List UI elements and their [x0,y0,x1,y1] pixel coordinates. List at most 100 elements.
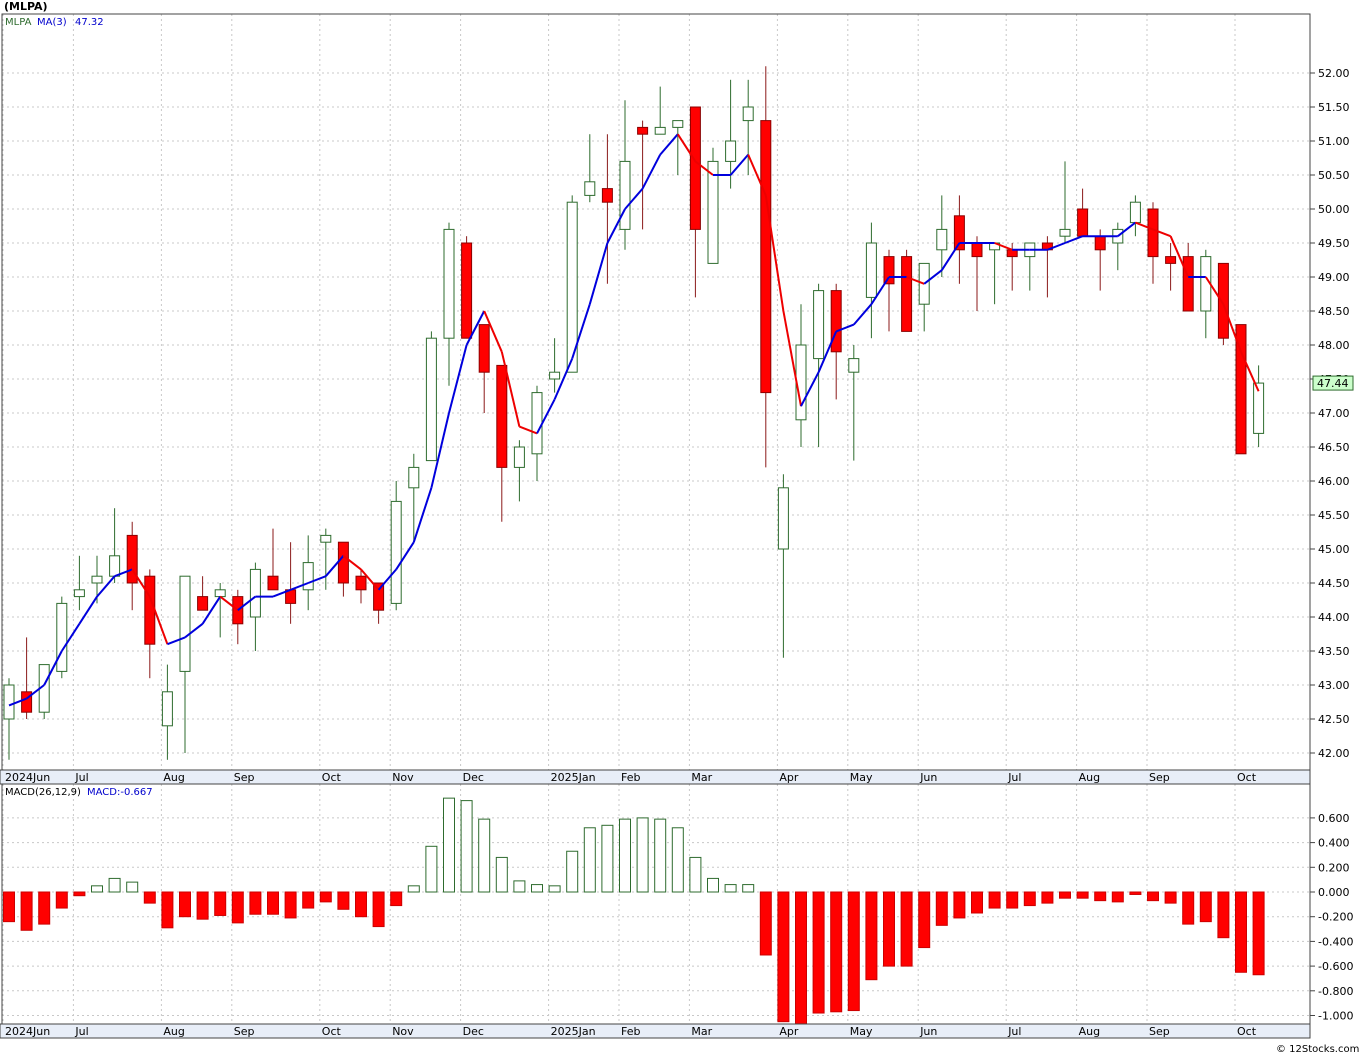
macd-bar [1217,891,1230,939]
macd-bar [935,891,948,926]
macd-bar [742,884,755,893]
macd-bar [1111,891,1124,903]
macd-bar [548,885,561,893]
ma3-line-segment [325,555,345,577]
macd-bar [126,881,139,893]
candle-body [91,575,103,584]
macd-bar [759,891,772,956]
macd-bar [1252,891,1265,976]
macd-bar [988,891,1001,909]
ma3-line-segment [219,595,239,611]
ma3-line-segment [1047,242,1066,251]
ma3-line-segment [659,133,679,156]
candle-body [443,228,455,339]
macd-bar [1147,891,1159,902]
macd-bar [179,891,191,918]
macd-bar [865,891,878,981]
x-axis-label-bottom: Sep [234,1025,255,1038]
x-axis-label-bottom: Mar [691,1025,712,1038]
ma3-line-segment [676,133,697,162]
ma3-line-segment [1222,303,1242,353]
candle-body [1235,324,1247,455]
x-axis-label: Sep [234,771,255,784]
macd-tick-label: -0.800 [1318,985,1353,998]
macd-bar [38,891,51,925]
price-tick-label: 43.00 [1318,679,1350,692]
macd-bar [390,891,403,907]
ma3-line-segment [641,154,662,190]
macd-bar [55,891,68,909]
candle-body [725,140,737,162]
macd-bar [143,891,156,904]
candle-body [971,242,983,258]
x-axis-label: Apr [779,771,799,784]
macd-bar [20,891,33,931]
macd-bar [267,891,279,915]
ma3-line-segment [800,371,820,407]
macd-bar [337,891,350,910]
ma3-line-segment [114,568,133,578]
candle-body [144,575,156,645]
candle-body [73,589,85,598]
candle-body [531,392,543,455]
macd-bar [953,891,966,919]
x-axis-label: May [850,771,873,784]
ma3-line-segment [994,242,1013,251]
candle-body [425,337,437,462]
candle-body [478,324,490,373]
ma3-line-segment [1240,351,1260,392]
macd-legend-label: MACD(26,12,9) [5,787,81,798]
watermark: © 12Stocks.com [1276,1044,1359,1055]
x-axis-label-bottom: May [850,1025,873,1038]
ma3-line-segment [764,195,785,312]
candle-body [936,228,948,251]
macd-bar [812,891,825,1014]
ma3-line-segment [694,160,714,176]
ma3-line-segment [1169,235,1190,278]
macd-bar [302,891,315,909]
x-axis-label: 2025Jan [551,771,596,784]
macd-bar [319,891,332,903]
macd-bar [284,891,297,919]
ma3-line-segment [237,595,257,611]
price-tick-label: 49.50 [1318,237,1350,250]
price-tick-label: 42.50 [1318,713,1350,726]
candle-body [320,534,332,543]
macd-bar [918,891,931,949]
macd-bar [671,827,684,893]
ma3-line-segment [729,153,749,176]
candle-body [302,562,314,591]
price-tick-label: 50.00 [1318,203,1350,216]
candle-body [901,256,913,332]
candle-body [865,242,877,298]
price-tick-label: 45.50 [1318,509,1350,522]
macd-bar [847,891,860,1012]
candle-body [637,126,649,135]
macd-bar [1129,891,1142,895]
candle-body [390,500,402,604]
candle-body [1077,208,1089,237]
x-axis-label: Nov [392,771,414,784]
candle-body [549,371,561,380]
ma3-line-segment [571,303,591,359]
candle-body [355,575,367,591]
ma3-line-segment [536,398,556,434]
candle-body [1182,256,1194,312]
macd-bar [443,797,455,893]
candle-body [214,589,226,598]
candle-body [601,188,613,203]
x-axis-label: Feb [621,771,640,784]
ma3-line-segment [1204,276,1225,305]
macd-tick-label: 0.200 [1318,861,1350,874]
macd-tick-label: 0.000 [1318,886,1350,899]
x-axis-label-bottom: Jul [74,1025,88,1038]
candle-body [953,215,965,251]
candle-body [126,534,138,584]
ma3-line-segment [483,310,503,353]
macd-bar [583,827,596,893]
macd-bar [1182,891,1195,925]
x-axis-label: Mar [691,771,712,784]
price-tick-label: 44.00 [1318,611,1350,624]
candle-body [513,446,525,468]
